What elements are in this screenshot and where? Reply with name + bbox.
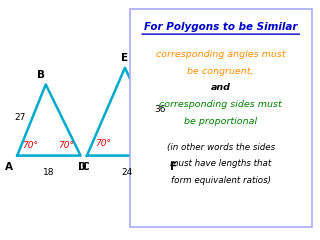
Text: 70°: 70° [22, 141, 38, 150]
Text: B: B [37, 71, 45, 80]
Text: 36: 36 [154, 105, 165, 114]
Text: must have lengths that: must have lengths that [170, 159, 271, 168]
Text: corresponding angles must: corresponding angles must [156, 50, 285, 59]
Text: and: and [211, 84, 231, 92]
Text: For Polygons to be Similar: For Polygons to be Similar [144, 23, 298, 32]
Text: F: F [171, 162, 178, 172]
Text: E: E [121, 53, 128, 63]
Text: A: A [5, 162, 13, 172]
Text: be congruent,: be congruent, [188, 67, 254, 76]
Text: 27: 27 [15, 113, 26, 122]
Text: D: D [78, 162, 86, 172]
Text: C: C [82, 162, 89, 172]
Text: form equivalent ratios): form equivalent ratios) [171, 176, 271, 185]
Text: 70°: 70° [58, 141, 74, 150]
Text: be proportional: be proportional [184, 117, 257, 126]
Text: 24: 24 [121, 168, 132, 177]
Text: (in other words the sides: (in other words the sides [167, 143, 275, 152]
Text: 18: 18 [43, 168, 55, 177]
FancyBboxPatch shape [130, 8, 312, 227]
Text: corresponding sides must: corresponding sides must [159, 100, 282, 109]
Text: 70°: 70° [95, 139, 111, 148]
